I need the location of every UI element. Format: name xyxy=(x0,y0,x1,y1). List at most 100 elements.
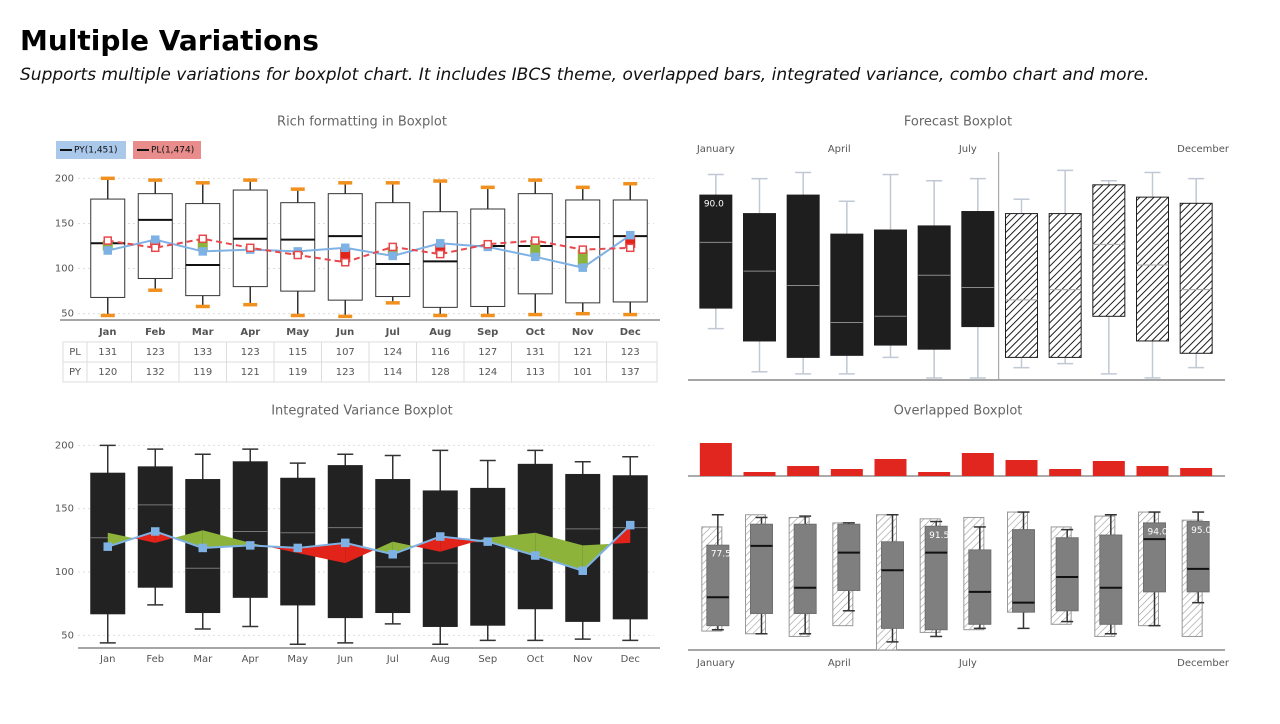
series-marker xyxy=(293,543,302,553)
box xyxy=(837,523,861,591)
legend-box xyxy=(133,141,201,159)
series-marker xyxy=(626,243,635,253)
series-marker xyxy=(483,537,492,546)
x-tick-label: December xyxy=(1177,144,1230,155)
series-marker xyxy=(578,566,587,575)
variance-bar xyxy=(1092,461,1125,476)
x-tick-label: Jan xyxy=(98,327,117,338)
table-cell: 137 xyxy=(621,367,640,378)
variance-bar xyxy=(874,459,907,476)
box xyxy=(422,490,458,627)
legend-box xyxy=(56,141,126,159)
table-cell: 116 xyxy=(431,347,450,358)
x-tick-label: Apr xyxy=(240,327,260,338)
table-cell: 121 xyxy=(241,367,260,378)
series-marker xyxy=(151,235,160,244)
box xyxy=(137,466,173,588)
variance-area xyxy=(535,532,583,571)
series-line xyxy=(107,237,631,264)
box xyxy=(699,194,733,309)
x-tick-label: Aug xyxy=(429,327,451,338)
table-row-label: PL xyxy=(69,347,81,358)
box xyxy=(1055,537,1079,612)
table-cell: 127 xyxy=(478,347,497,358)
series-marker xyxy=(246,541,255,550)
table-cell: 124 xyxy=(383,347,402,358)
series-marker xyxy=(388,550,397,559)
box xyxy=(1186,521,1210,593)
x-tick-label: Dec xyxy=(621,654,640,665)
y-tick-label: 200 xyxy=(55,440,74,451)
x-tick-label: December xyxy=(1177,658,1230,669)
x-tick-label: January xyxy=(696,144,735,155)
legend-label: PY(1,451) xyxy=(74,146,118,156)
table-cell: 119 xyxy=(288,367,307,378)
table-cell: 107 xyxy=(336,347,355,358)
table-cell: 123 xyxy=(241,347,260,358)
x-tick-label: Mar xyxy=(193,654,213,665)
chart-title: Rich formatting in Boxplot xyxy=(277,115,447,130)
series-marker xyxy=(388,251,397,261)
box xyxy=(280,202,316,292)
y-tick-label: 50 xyxy=(61,630,74,641)
table-cell: 128 xyxy=(431,367,450,378)
variance-bar xyxy=(699,443,732,476)
page-title: Multiple Variations xyxy=(20,24,319,57)
data-label: 77.5 xyxy=(711,550,731,560)
variance-area xyxy=(374,541,393,555)
x-tick-label: Aug xyxy=(430,654,450,665)
data-label: 90.0 xyxy=(704,200,724,210)
variance-bar xyxy=(1180,468,1213,476)
box xyxy=(750,523,773,614)
series-line xyxy=(107,234,631,269)
x-tick-label: Nov xyxy=(573,654,593,665)
series-marker xyxy=(246,243,255,253)
x-tick-label: April xyxy=(828,144,851,155)
chart-title: Forecast Boxplot xyxy=(904,115,1012,130)
series-marker xyxy=(531,252,540,262)
x-tick-label: July xyxy=(958,144,977,155)
y-tick-label: 200 xyxy=(55,173,74,184)
variance-bar xyxy=(830,469,863,476)
series-marker xyxy=(341,538,350,548)
variance-bar xyxy=(743,472,776,476)
x-tick-label: Sep xyxy=(478,654,497,665)
box xyxy=(793,523,817,614)
x-tick-label: Jan xyxy=(99,654,115,665)
table-cell: 119 xyxy=(193,367,212,378)
box xyxy=(1136,196,1169,342)
x-tick-label: Feb xyxy=(146,654,164,665)
box xyxy=(470,208,506,307)
box xyxy=(874,229,907,346)
series-marker xyxy=(436,239,445,248)
x-tick-label: Dec xyxy=(620,327,641,338)
variance-bar xyxy=(787,466,820,476)
series-marker xyxy=(626,230,635,240)
variance-area xyxy=(345,542,375,564)
box xyxy=(470,487,506,626)
variance-bar xyxy=(961,453,994,476)
box xyxy=(961,211,995,328)
table-cell: 131 xyxy=(98,347,117,358)
table-cell: 133 xyxy=(193,347,212,358)
box xyxy=(1048,213,1082,358)
variance-area xyxy=(133,531,156,543)
box xyxy=(232,461,268,598)
chart-title: Overlapped Boxplot xyxy=(894,404,1023,419)
x-tick-label: Sep xyxy=(477,327,498,338)
variance-bar xyxy=(1136,466,1169,476)
variance-bar xyxy=(530,240,541,257)
x-tick-label: Nov xyxy=(572,327,594,338)
variance-area xyxy=(107,532,134,547)
box xyxy=(917,225,951,350)
x-tick-label: May xyxy=(286,327,309,338)
variance-area xyxy=(392,541,415,555)
variance-bar xyxy=(1049,469,1082,476)
table-cell: 123 xyxy=(336,367,355,378)
series-marker xyxy=(293,250,302,260)
x-tick-label: Jun xyxy=(336,654,353,665)
variance-area xyxy=(173,530,203,548)
x-tick-label: Apr xyxy=(242,654,260,665)
series-marker xyxy=(531,236,540,245)
